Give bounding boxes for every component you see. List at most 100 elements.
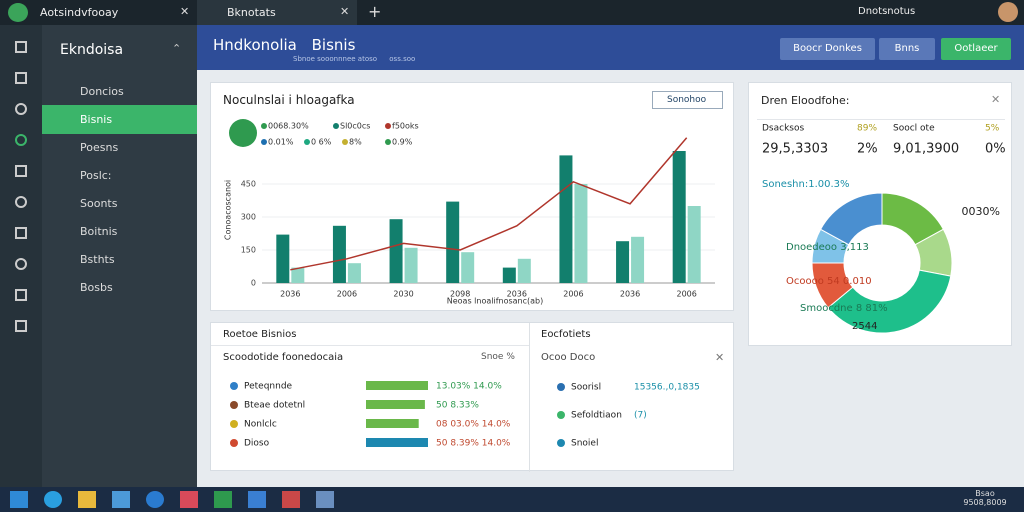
stat: 5% xyxy=(985,124,1000,134)
row-bar xyxy=(366,419,419,428)
filter[interactable]: Snoe % xyxy=(481,352,515,362)
legend-label: 0 6% xyxy=(311,138,332,147)
row-name: Dioso xyxy=(244,439,270,449)
stat: 0% xyxy=(985,142,1006,157)
sidebar-item[interactable]: Bisnis xyxy=(42,105,197,134)
tab[interactable]: Aotsindvfooay xyxy=(40,6,119,19)
section-title: Roetoe Bisnios xyxy=(223,329,297,340)
donut-label: Dnoedeoo 3,113 xyxy=(786,242,869,253)
row-dot xyxy=(230,401,238,409)
avatar[interactable] xyxy=(998,2,1018,22)
legend-label: 8% xyxy=(349,138,362,147)
bar xyxy=(574,184,588,283)
stat: 9,01,3900 xyxy=(893,142,959,157)
button[interactable]: Boocr Donkes xyxy=(780,38,875,60)
subtitle-part: oss.soo xyxy=(389,55,416,63)
subtitle-part: Sbnoe sooonnnee atoso xyxy=(293,55,378,63)
row-name: Peteqnnde xyxy=(244,382,293,392)
line xyxy=(290,137,688,271)
new-tab[interactable]: + xyxy=(368,2,382,21)
stat: 89% xyxy=(857,124,877,134)
taskbar-icon[interactable] xyxy=(146,491,164,508)
taskbar-icon[interactable] xyxy=(248,491,266,508)
icon[interactable] xyxy=(15,289,27,301)
legend-label: Sl0c0cs xyxy=(340,122,370,131)
sidebar-item[interactable]: Bosbs xyxy=(80,281,113,294)
row-dot xyxy=(230,439,238,447)
dropdown[interactable]: Sonohoo xyxy=(652,91,723,109)
card-title: Noculnslai i hloagafka xyxy=(223,93,355,107)
tab[interactable]: Bknotats xyxy=(197,0,357,25)
taskbar-icon[interactable] xyxy=(282,491,300,508)
row-value: 15356.,0,1835 xyxy=(634,383,700,393)
title2: Bisnis xyxy=(311,36,356,54)
section-title: Eocfotiets xyxy=(541,329,591,340)
sidebar-item[interactable]: Doncios xyxy=(80,85,124,98)
bar xyxy=(461,252,475,283)
icon[interactable] xyxy=(15,165,27,177)
bar xyxy=(389,219,403,283)
button[interactable]: Ootlaeer xyxy=(941,38,1011,60)
icon[interactable] xyxy=(15,258,27,270)
icon-rail xyxy=(0,25,42,487)
taskbar-icon[interactable] xyxy=(78,491,96,508)
legend-icon xyxy=(229,119,257,147)
close-icon[interactable]: ✕ xyxy=(715,351,725,364)
bar xyxy=(291,267,305,283)
row-value: 08 03.0% 14.0% xyxy=(436,420,511,430)
app-icon xyxy=(8,3,28,22)
sidebar-item[interactable]: Boitnis xyxy=(80,225,118,238)
y-tick-label: 0 xyxy=(251,279,256,288)
legend-swatch xyxy=(261,123,267,129)
header: Hndkonolia Bisnis Sbnoe sooonnnee atoso … xyxy=(197,25,1024,70)
icon[interactable] xyxy=(15,227,27,239)
close-icon[interactable]: ✕ xyxy=(991,93,1001,106)
button[interactable]: Bnns xyxy=(879,38,935,60)
clock-date: 9508,8009 xyxy=(963,498,1007,507)
tab-bar: Aotsindvfooay ✕ Bknotats ✕ + Dnotsnotus xyxy=(0,0,1024,25)
legend-swatch xyxy=(385,139,391,145)
row-dot xyxy=(557,383,565,391)
taskbar-icon[interactable] xyxy=(10,491,28,508)
bar xyxy=(559,155,573,283)
x-axis-label: Neoas lnoalifnosanc(ab) xyxy=(447,297,544,306)
profile[interactable]: Dnotsnotus xyxy=(858,6,916,17)
sidebar-item[interactable]: Poslc: xyxy=(80,169,112,182)
taskbar-icon[interactable] xyxy=(180,491,198,508)
bar xyxy=(446,201,460,283)
bar xyxy=(332,225,346,283)
bar xyxy=(616,241,630,283)
legend-swatch xyxy=(304,139,310,145)
icon[interactable] xyxy=(15,72,27,84)
clock: Bsao 9508,8009 xyxy=(960,489,1010,507)
icon[interactable] xyxy=(15,320,27,332)
divider xyxy=(757,119,1005,120)
chevron[interactable]: ⌃ xyxy=(172,42,182,55)
close-icon[interactable]: ✕ xyxy=(180,5,190,18)
icon[interactable] xyxy=(15,196,27,208)
bar xyxy=(517,258,531,283)
sidebar-item[interactable]: Soonts xyxy=(80,197,118,210)
sidebar-item[interactable]: Bsthts xyxy=(80,253,115,266)
legend-label: 0068.30% xyxy=(268,122,309,131)
taskbar: Bsao 9508,8009 xyxy=(0,487,1024,512)
row-value: 13.03% 14.0% xyxy=(436,382,502,392)
sidebar-title: Ekndoisa xyxy=(60,42,124,58)
icon[interactable] xyxy=(15,41,27,53)
close-icon[interactable]: ✕ xyxy=(340,5,350,18)
taskbar-icon[interactable] xyxy=(316,491,334,508)
icon[interactable] xyxy=(15,103,27,115)
taskbar-icon[interactable] xyxy=(44,491,62,508)
row-name: Soorisl xyxy=(571,383,601,393)
legend-swatch xyxy=(261,139,267,145)
taskbar-icon[interactable] xyxy=(112,491,130,508)
x-tick-label: 2006 xyxy=(677,290,697,299)
taskbar-icon[interactable] xyxy=(214,491,232,508)
sidebar-item[interactable]: Poesns xyxy=(80,141,119,154)
x-tick-label: 2006 xyxy=(563,290,583,299)
bar xyxy=(631,236,645,283)
bar xyxy=(404,247,418,283)
icon[interactable] xyxy=(15,134,27,146)
card-title: Dren Eloodfohe: xyxy=(761,94,850,107)
section-subtitle: Scoodotide foonedocaia xyxy=(223,352,344,363)
